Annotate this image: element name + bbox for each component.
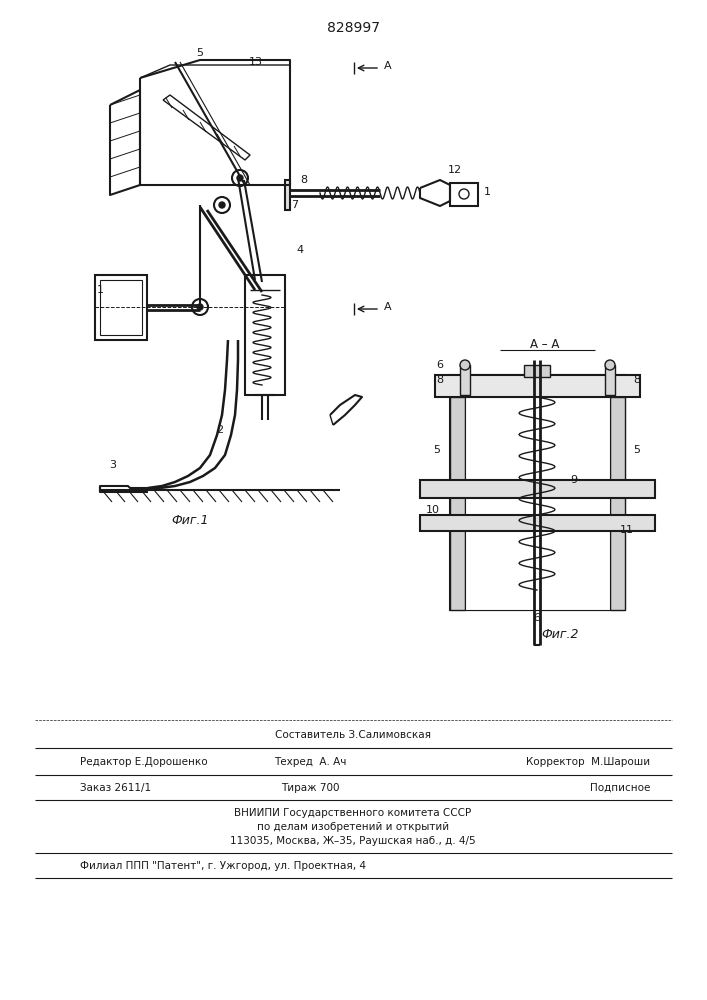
Circle shape [605, 360, 615, 370]
Text: 8: 8 [633, 375, 640, 385]
Text: 3: 3 [110, 460, 117, 470]
Bar [610, 397, 625, 610]
Text: 5: 5 [633, 445, 640, 455]
Text: Тираж 700: Тираж 700 [281, 783, 339, 793]
Circle shape [219, 202, 225, 208]
Text: Редактор Е.Дорошенко: Редактор Е.Дорошенко [80, 757, 208, 767]
Text: 9: 9 [570, 475, 577, 485]
Bar [100, 280, 142, 335]
Text: Филиал ППП "Патент", г. Ужгород, ул. Проектная, 4: Филиал ППП "Патент", г. Ужгород, ул. Про… [80, 861, 366, 871]
Text: 10: 10 [426, 505, 440, 515]
Text: 113035, Москва, Ж–35, Раушская наб., д. 4/5: 113035, Москва, Ж–35, Раушская наб., д. … [230, 836, 476, 846]
Text: 8: 8 [436, 375, 443, 385]
Text: 7: 7 [291, 200, 298, 210]
Bar [245, 275, 285, 395]
Bar [450, 397, 465, 610]
Text: A: A [384, 302, 392, 312]
Text: 11: 11 [620, 525, 634, 535]
Text: 5: 5 [197, 48, 204, 58]
Bar [450, 375, 625, 610]
Text: 6: 6 [534, 613, 540, 623]
Text: 2: 2 [216, 425, 223, 435]
Text: 8: 8 [300, 175, 308, 185]
Bar [465, 397, 610, 610]
Text: Подписное: Подписное [590, 783, 650, 793]
Bar [435, 375, 640, 397]
Text: Фиг.1: Фиг.1 [171, 514, 209, 526]
Bar [95, 275, 147, 340]
Text: A – A: A – A [530, 338, 560, 352]
Bar [450, 183, 478, 206]
Text: Заказ 2611/1: Заказ 2611/1 [80, 783, 151, 793]
Text: 1: 1 [96, 285, 103, 295]
Text: 5: 5 [433, 445, 440, 455]
Text: 828997: 828997 [327, 21, 380, 35]
Text: 13: 13 [249, 57, 263, 67]
Text: 12: 12 [448, 165, 462, 175]
Text: Техред  А. Ач: Техред А. Ач [274, 757, 346, 767]
Text: 6: 6 [436, 360, 443, 370]
Text: Фиг.2: Фиг.2 [542, 629, 579, 642]
Circle shape [237, 175, 243, 181]
Text: A: A [384, 61, 392, 71]
Text: по делам изобретений и открытий: по делам изобретений и открытий [257, 822, 449, 832]
Text: Корректор  М.Шароши: Корректор М.Шароши [526, 757, 650, 767]
Text: Составитель З.Салимовская: Составитель З.Салимовская [275, 730, 431, 740]
Bar [460, 365, 470, 395]
Text: ВНИИПИ Государственного комитета СССР: ВНИИПИ Государственного комитета СССР [235, 808, 472, 818]
Text: 4: 4 [296, 245, 303, 255]
Bar [420, 515, 655, 531]
Bar [524, 365, 550, 377]
Bar [285, 180, 290, 210]
Bar [605, 365, 615, 395]
Bar [420, 480, 655, 498]
Text: 1: 1 [484, 187, 491, 197]
Circle shape [460, 360, 470, 370]
Circle shape [197, 304, 203, 310]
